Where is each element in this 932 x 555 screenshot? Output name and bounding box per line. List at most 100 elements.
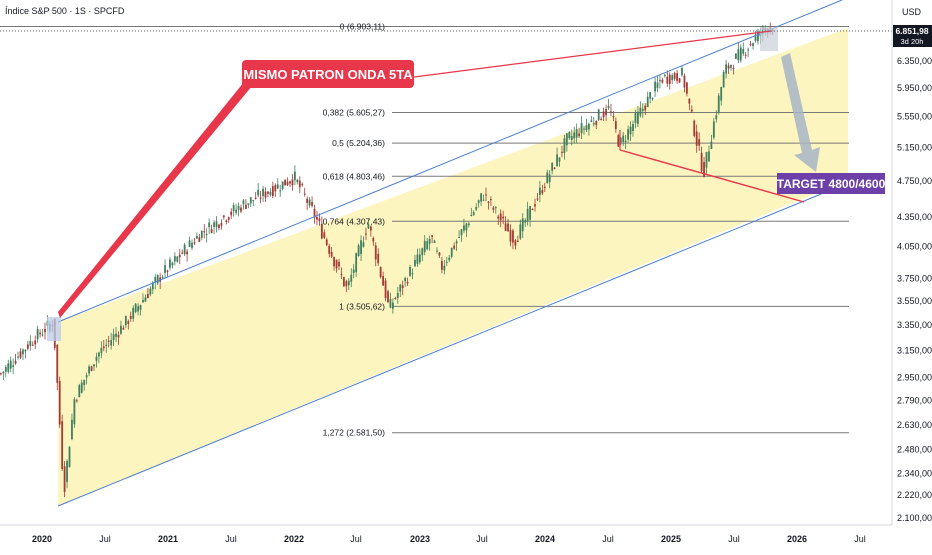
- current-highlight-box: [760, 27, 778, 51]
- price-tick-label: 2.790,00: [897, 396, 932, 406]
- candle-body: [71, 419, 73, 440]
- candle-body: [61, 421, 64, 469]
- candle-body: [651, 98, 654, 100]
- candle-body: [122, 327, 125, 330]
- candle-body: [169, 259, 171, 268]
- candle-body: [693, 120, 696, 137]
- price-tick-label: 4.750,00: [897, 176, 932, 186]
- candle-body: [31, 344, 34, 346]
- candle-body: [191, 242, 193, 248]
- time-tick-year: 2023: [410, 534, 430, 544]
- candle-body: [313, 208, 316, 218]
- candle-body: [208, 222, 211, 228]
- target-label[interactable]: TARGET 4800/4600: [777, 173, 886, 194]
- candle-body: [646, 96, 649, 108]
- candle-body: [705, 151, 708, 168]
- candle-body: [556, 154, 558, 166]
- candle-body: [24, 349, 27, 352]
- candle-body: [112, 334, 115, 341]
- candle-body: [477, 200, 480, 204]
- candle-body: [546, 172, 549, 184]
- candle-body: [612, 116, 615, 118]
- candle-body: [703, 161, 705, 177]
- pattern-callout[interactable]: MISMO PATRON ONDA 5TA: [242, 60, 414, 88]
- price-tick-label: 5.950,00: [897, 83, 932, 93]
- candle-body: [497, 216, 500, 219]
- candle-body: [597, 109, 600, 120]
- candle-body: [698, 139, 701, 146]
- channel-upper-line[interactable]: [57, 0, 843, 323]
- candle-body: [676, 73, 678, 81]
- candle-body: [183, 244, 186, 255]
- candle-body: [448, 257, 451, 261]
- price-badge: 6.851,98 3d 20h: [893, 25, 932, 47]
- candle-body: [392, 302, 394, 309]
- candle-body: [372, 237, 375, 242]
- candle-body: [458, 237, 460, 239]
- candle-body: [34, 340, 37, 345]
- candle-body: [722, 71, 725, 88]
- candle-body: [541, 190, 544, 194]
- candle-body: [17, 356, 19, 358]
- candle-body: [411, 273, 414, 275]
- candle-body: [588, 123, 590, 130]
- channel-lower-line[interactable]: [57, 182, 849, 507]
- candle-body: [213, 222, 215, 227]
- candle-body: [215, 221, 218, 228]
- candle-body: [717, 95, 720, 113]
- candle-body: [306, 198, 309, 203]
- candle-body: [235, 209, 237, 213]
- candle-body: [409, 267, 411, 276]
- candle-body: [107, 340, 110, 342]
- candle-body: [269, 191, 272, 195]
- candle-body: [406, 281, 409, 284]
- candle-body: [176, 256, 179, 262]
- candle-body: [377, 253, 380, 264]
- candle-body: [137, 306, 139, 312]
- candle-body: [401, 285, 404, 288]
- candle-body: [634, 113, 637, 123]
- candle-body: [247, 203, 250, 205]
- candle-body: [438, 252, 441, 256]
- candle-body: [19, 351, 22, 358]
- candle-body: [68, 446, 71, 468]
- price-axis-ticks: 6.350,00 5.950,00 5.550,00 5.150,00 4.750,00…: [897, 56, 932, 523]
- candle-body: [0, 373, 2, 375]
- candle-body: [186, 251, 188, 255]
- start-highlight-box: [47, 317, 61, 341]
- candle-body: [26, 344, 29, 349]
- candle-body: [710, 141, 713, 149]
- candle-body: [553, 167, 556, 169]
- candle-body: [663, 74, 666, 76]
- candle-body: [614, 121, 617, 130]
- candle-body: [117, 334, 120, 338]
- candle-body: [203, 231, 206, 233]
- candle-body: [193, 242, 196, 244]
- price-tick-label: 3.150,00: [897, 346, 932, 356]
- time-axis-ticks[interactable]: 2020 Jul 2021 Jul 2022 Jul 2023 Jul 2024 Jul 2025 J…: [32, 534, 866, 544]
- candle-body: [134, 303, 137, 313]
- candle-body: [88, 366, 90, 374]
- candle-body: [649, 92, 652, 99]
- candle-body: [139, 305, 142, 310]
- candle-body: [132, 307, 135, 319]
- candle-body: [639, 107, 642, 116]
- candle-body: [453, 245, 456, 249]
- candle-body: [29, 340, 32, 346]
- candle-body: [58, 380, 61, 425]
- candle-body: [9, 360, 12, 369]
- candle-body: [570, 136, 573, 140]
- candle-body: [129, 316, 132, 319]
- candle-body: [350, 274, 353, 282]
- candle-body: [661, 79, 664, 83]
- price-axis-panel[interactable]: [892, 0, 932, 550]
- time-tick-month: Jul: [350, 534, 362, 544]
- candle-body: [531, 209, 534, 211]
- candle-body: [357, 245, 360, 257]
- candle-body: [262, 188, 264, 197]
- candle-body: [754, 35, 757, 41]
- candle-body: [171, 262, 174, 266]
- candle-body: [516, 240, 519, 242]
